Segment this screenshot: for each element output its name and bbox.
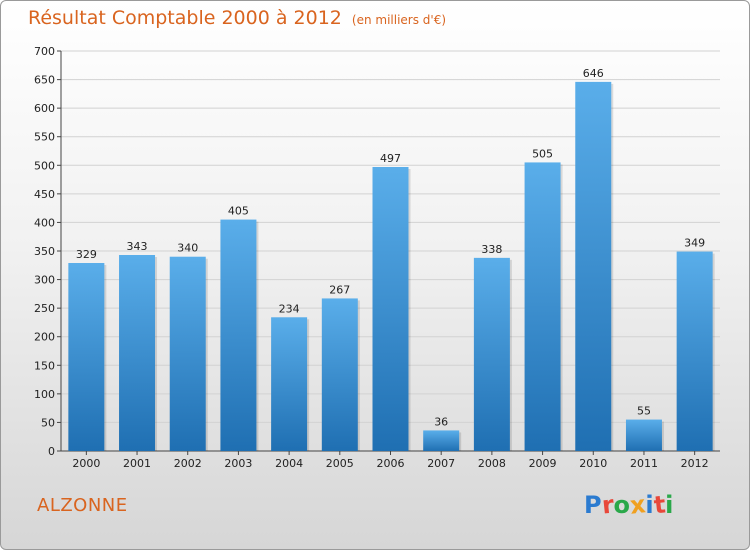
bar-2012 [676, 251, 713, 451]
bar-2007 [423, 430, 460, 451]
bar-value-label: 405 [228, 205, 249, 218]
bar-value-label: 505 [532, 147, 553, 160]
x-tick-label: 2001 [123, 457, 151, 470]
logo-letter: P [584, 491, 602, 519]
bar-value-label: 267 [329, 283, 350, 296]
y-tick-label: 50 [41, 416, 55, 429]
proxiti-logo[interactable]: Proxiti [584, 490, 674, 520]
bar-value-label: 55 [637, 405, 651, 418]
logo-letter: x [628, 490, 647, 520]
bar-2000 [68, 263, 105, 451]
bar-2001 [119, 255, 156, 451]
x-tick-label: 2011 [630, 457, 658, 470]
bars: 329 343 340 405 234 267 497 36 338 505 646 55 349 [68, 67, 715, 451]
x-tick-label: 2000 [72, 457, 100, 470]
y-tick-label: 650 [34, 74, 55, 87]
x-tick-label: 2010 [579, 457, 607, 470]
bar-2003 [220, 219, 257, 451]
y-tick-label: 150 [34, 359, 55, 372]
bar-2004 [271, 317, 308, 451]
y-tick-label: 450 [34, 188, 55, 201]
x-tick-label: 2005 [326, 457, 354, 470]
x-tick-label: 2003 [224, 457, 252, 470]
town-name: ALZONNE [37, 495, 128, 516]
y-tick-label: 400 [34, 216, 55, 229]
bar-2006 [372, 167, 409, 451]
logo-letter: o [613, 491, 630, 519]
y-tick-label: 200 [34, 331, 55, 344]
y-tick-label: 500 [34, 159, 55, 172]
bar-value-label: 36 [434, 415, 448, 428]
y-tick-label: 700 [34, 45, 55, 58]
logo-letter: i [645, 491, 654, 519]
x-tick-label: 2006 [377, 457, 405, 470]
bar-value-label: 349 [684, 237, 705, 250]
bar-2002 [169, 256, 206, 451]
bar-value-label: 343 [127, 240, 148, 253]
bar-2005 [321, 298, 358, 451]
chart-title-text: Résultat Comptable 2000 à 2012 [28, 7, 342, 29]
bar-2009 [524, 162, 561, 451]
y-tick-label: 250 [34, 302, 55, 315]
bar-2011 [625, 419, 662, 451]
x-tick-label: 2012 [681, 457, 709, 470]
x-tick-label: 2002 [174, 457, 202, 470]
x-tick-label: 2009 [529, 457, 557, 470]
x-tick-label: 2008 [478, 457, 506, 470]
chart-title: Résultat Comptable 2000 à 2012 (en millie… [28, 7, 446, 29]
x-tick-label: 2007 [427, 457, 455, 470]
y-tick-label: 350 [34, 245, 55, 258]
bar-value-label: 329 [76, 248, 97, 261]
y-tick-label: 0 [48, 445, 55, 458]
bar-value-label: 234 [279, 302, 300, 315]
bar-2008 [473, 257, 510, 451]
logo-letter: r [600, 490, 615, 520]
bar-value-label: 497 [380, 152, 401, 165]
bar-value-label: 340 [177, 242, 198, 255]
bar-value-label: 338 [481, 243, 502, 256]
y-tick-label: 300 [34, 274, 55, 287]
y-tick-label: 100 [34, 388, 55, 401]
axes: 0 50 100 150 200 250 300 350 400 450 500 550 600 650 7… [34, 45, 720, 470]
x-tick-label: 2004 [275, 457, 303, 470]
logo-letter: t [652, 490, 667, 520]
bar-2010 [575, 81, 612, 451]
y-tick-label: 600 [34, 102, 55, 115]
logo-letter: i [665, 491, 674, 519]
chart-subtitle: (en milliers d'€) [351, 13, 447, 27]
y-tick-label: 550 [34, 131, 55, 144]
bar-value-label: 646 [583, 67, 604, 80]
